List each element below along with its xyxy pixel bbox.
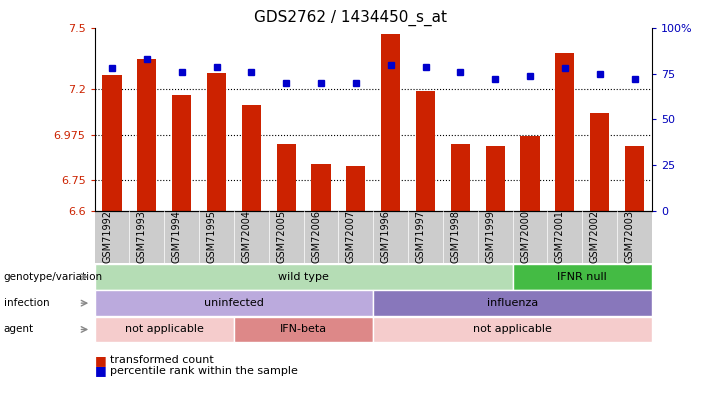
Text: GSM71993: GSM71993 (137, 211, 147, 263)
Text: influenza: influenza (487, 298, 538, 308)
Text: GDS2762 / 1434450_s_at: GDS2762 / 1434450_s_at (254, 10, 447, 26)
Bar (102, 75, 122, 211)
Bar (207, 73, 226, 211)
Text: GSM72006: GSM72006 (311, 211, 321, 263)
Text: GSM71994: GSM71994 (172, 211, 182, 263)
Text: GSM72000: GSM72000 (520, 211, 530, 263)
Text: percentile rank within the sample: percentile rank within the sample (110, 366, 298, 375)
Text: GSM71997: GSM71997 (416, 211, 426, 263)
Bar (520, 136, 540, 211)
Text: GSM72003: GSM72003 (625, 211, 634, 263)
Text: agent: agent (4, 324, 34, 335)
Text: GSM72002: GSM72002 (590, 210, 599, 264)
Bar (172, 95, 191, 211)
Bar (451, 144, 470, 211)
Text: ■: ■ (95, 354, 107, 367)
Bar (381, 34, 400, 211)
Bar (416, 91, 435, 211)
Bar (590, 113, 609, 211)
Text: GSM71999: GSM71999 (485, 211, 495, 263)
Text: wild type: wild type (278, 272, 329, 282)
Bar (555, 53, 574, 211)
Bar (486, 146, 505, 211)
Text: infection: infection (4, 298, 49, 308)
Text: GSM72005: GSM72005 (276, 210, 286, 264)
Text: GSM72004: GSM72004 (241, 211, 252, 263)
Text: GSM72001: GSM72001 (555, 211, 565, 263)
Text: genotype/variation: genotype/variation (4, 272, 102, 282)
Text: IFNR null: IFNR null (557, 272, 607, 282)
Text: GSM71995: GSM71995 (207, 211, 217, 263)
Bar (137, 59, 156, 211)
Text: IFN-beta: IFN-beta (280, 324, 327, 335)
Text: transformed count: transformed count (110, 356, 214, 365)
Text: ■: ■ (95, 364, 107, 377)
Text: GSM71998: GSM71998 (450, 211, 461, 263)
Text: GSM71992: GSM71992 (102, 211, 112, 263)
Bar (311, 164, 331, 211)
Text: not applicable: not applicable (473, 324, 552, 335)
Bar (277, 144, 296, 211)
Text: not applicable: not applicable (125, 324, 204, 335)
Text: uninfected: uninfected (204, 298, 264, 308)
Text: GSM71996: GSM71996 (381, 211, 390, 263)
Bar (625, 146, 644, 211)
Bar (346, 166, 365, 211)
Text: GSM72007: GSM72007 (346, 210, 356, 264)
Bar (242, 105, 261, 211)
